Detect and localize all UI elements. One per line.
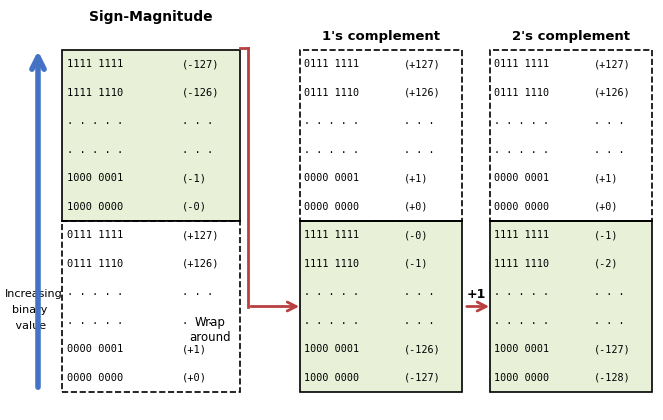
Text: 1000 0001: 1000 0001 bbox=[494, 344, 549, 354]
Text: . . .: . . . bbox=[404, 316, 435, 326]
Text: . . .: . . . bbox=[594, 145, 625, 155]
Text: 1111 1110: 1111 1110 bbox=[304, 259, 359, 269]
Text: 1's complement: 1's complement bbox=[322, 30, 440, 43]
Text: (-126): (-126) bbox=[404, 344, 441, 354]
Text: (+126): (+126) bbox=[594, 88, 631, 98]
Text: 0000 0001: 0000 0001 bbox=[67, 344, 123, 354]
Text: (+126): (+126) bbox=[404, 88, 441, 98]
Text: 1111 1110: 1111 1110 bbox=[67, 88, 123, 98]
Text: . . . . .: . . . . . bbox=[304, 316, 359, 326]
Text: . . . . .: . . . . . bbox=[67, 287, 123, 297]
Text: 0111 1110: 0111 1110 bbox=[304, 88, 359, 98]
Text: (+0): (+0) bbox=[182, 373, 207, 383]
Text: . . . . .: . . . . . bbox=[67, 116, 123, 126]
Text: . . . . .: . . . . . bbox=[67, 145, 123, 155]
Text: . . .: . . . bbox=[594, 116, 625, 126]
Text: (-128): (-128) bbox=[594, 373, 631, 383]
Text: . . .: . . . bbox=[182, 116, 213, 126]
Text: 0000 0001: 0000 0001 bbox=[304, 173, 359, 183]
Text: 0000 0000: 0000 0000 bbox=[67, 373, 123, 383]
Text: (+0): (+0) bbox=[594, 202, 619, 212]
Text: (+127): (+127) bbox=[404, 59, 441, 69]
Text: Increasing
  binary
   value: Increasing binary value bbox=[5, 289, 63, 331]
Text: (-1): (-1) bbox=[594, 230, 619, 240]
Text: 1111 1111: 1111 1111 bbox=[304, 230, 359, 240]
Text: (-2): (-2) bbox=[594, 259, 619, 269]
Bar bbox=[490, 50, 652, 221]
Text: . . . . .: . . . . . bbox=[494, 316, 549, 326]
Text: 2's complement: 2's complement bbox=[512, 30, 630, 43]
Text: Sign-Magnitude: Sign-Magnitude bbox=[90, 10, 213, 24]
Text: 1111 1111: 1111 1111 bbox=[494, 230, 549, 240]
Text: 1000 0001: 1000 0001 bbox=[67, 173, 123, 183]
Text: . . . . .: . . . . . bbox=[494, 287, 549, 297]
Text: . . . . .: . . . . . bbox=[494, 145, 549, 155]
Text: (+1): (+1) bbox=[404, 173, 428, 183]
Text: . . .: . . . bbox=[404, 116, 435, 126]
Text: . . .: . . . bbox=[594, 316, 625, 326]
Text: +1: +1 bbox=[466, 288, 486, 300]
Text: 0000 0000: 0000 0000 bbox=[304, 202, 359, 212]
Text: . . .: . . . bbox=[404, 287, 435, 297]
Text: (-126): (-126) bbox=[182, 88, 219, 98]
Text: (+1): (+1) bbox=[594, 173, 619, 183]
Text: (-127): (-127) bbox=[404, 373, 441, 383]
Text: 1111 1110: 1111 1110 bbox=[494, 259, 549, 269]
Text: . . . . .: . . . . . bbox=[304, 145, 359, 155]
Text: (-1): (-1) bbox=[404, 259, 428, 269]
Text: . . .: . . . bbox=[182, 287, 213, 297]
Text: 0111 1111: 0111 1111 bbox=[304, 59, 359, 69]
Text: 0000 0001: 0000 0001 bbox=[494, 173, 549, 183]
Text: 0111 1111: 0111 1111 bbox=[494, 59, 549, 69]
Text: . . .: . . . bbox=[594, 287, 625, 297]
Text: 0111 1111: 0111 1111 bbox=[67, 230, 123, 240]
Text: 1111 1111: 1111 1111 bbox=[67, 59, 123, 69]
Text: (-0): (-0) bbox=[404, 230, 428, 240]
Bar bbox=[62, 221, 240, 392]
Text: (+126): (+126) bbox=[182, 259, 219, 269]
Text: Wrap
around: Wrap around bbox=[189, 316, 231, 344]
Text: 1000 0001: 1000 0001 bbox=[304, 344, 359, 354]
Bar bbox=[490, 221, 652, 392]
Bar bbox=[300, 221, 462, 392]
Text: . . . . .: . . . . . bbox=[67, 316, 123, 326]
Text: . . . . .: . . . . . bbox=[304, 287, 359, 297]
Text: . . .: . . . bbox=[182, 145, 213, 155]
Text: (-127): (-127) bbox=[594, 344, 631, 354]
Text: . . .: . . . bbox=[182, 316, 213, 326]
Text: 1000 0000: 1000 0000 bbox=[67, 202, 123, 212]
Text: 0000 0000: 0000 0000 bbox=[494, 202, 549, 212]
Text: (-127): (-127) bbox=[182, 59, 219, 69]
Text: (+0): (+0) bbox=[404, 202, 428, 212]
Text: 1000 0000: 1000 0000 bbox=[494, 373, 549, 383]
Text: . . .: . . . bbox=[404, 145, 435, 155]
Bar bbox=[300, 50, 462, 221]
Text: (-0): (-0) bbox=[182, 202, 207, 212]
Text: 0111 1110: 0111 1110 bbox=[494, 88, 549, 98]
Text: (+127): (+127) bbox=[594, 59, 631, 69]
Text: . . . . .: . . . . . bbox=[304, 116, 359, 126]
Text: . . . . .: . . . . . bbox=[494, 116, 549, 126]
Text: (-1): (-1) bbox=[182, 173, 207, 183]
Bar bbox=[62, 50, 240, 221]
Text: (+1): (+1) bbox=[182, 344, 207, 354]
Text: 1000 0000: 1000 0000 bbox=[304, 373, 359, 383]
Text: (+127): (+127) bbox=[182, 230, 219, 240]
Text: 0111 1110: 0111 1110 bbox=[67, 259, 123, 269]
